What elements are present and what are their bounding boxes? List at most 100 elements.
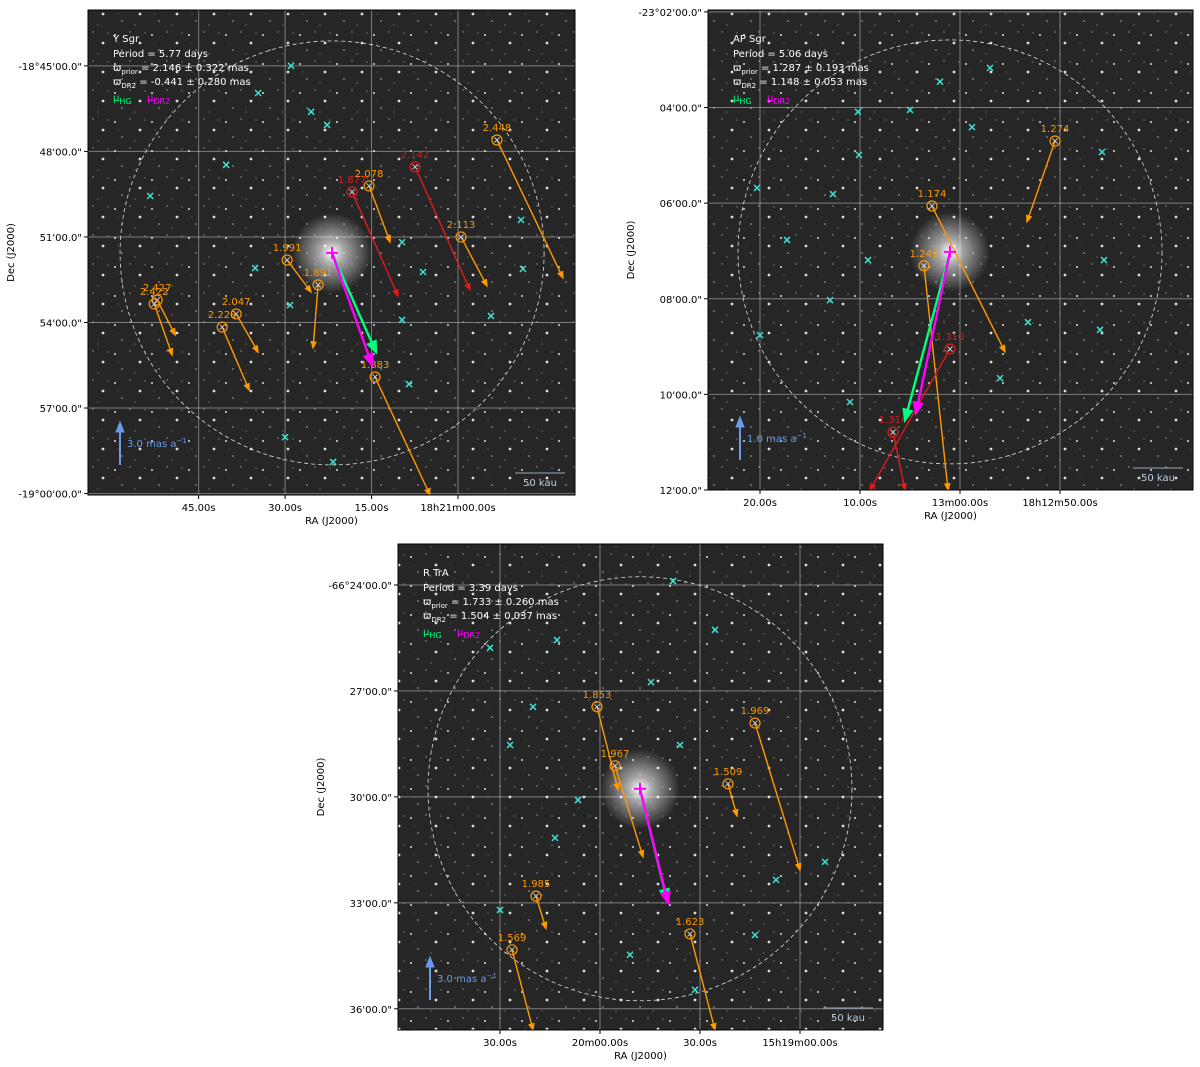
parallax-text: ϖDR2 = -0.441 ± 0.280 mas	[113, 77, 251, 90]
star-circle	[926, 200, 938, 212]
proper-motion-arrow	[221, 326, 250, 392]
proper-motion-arrow	[286, 259, 313, 294]
field-star	[996, 374, 1004, 382]
companion-star	[944, 343, 956, 355]
cross	[947, 346, 953, 352]
x-tick-label: 13m00.00s	[932, 498, 988, 509]
parallax-label: 1.891	[304, 268, 333, 279]
cross	[405, 380, 413, 388]
value: = 1.733 ± 0.260 mas	[448, 597, 559, 608]
y-tick-label: 08'00.0"	[660, 295, 702, 306]
field-star	[398, 238, 406, 246]
field-star	[281, 433, 289, 441]
cross	[496, 906, 504, 914]
cross	[1100, 256, 1108, 264]
target-motion-arrow	[330, 252, 378, 355]
cross	[219, 324, 226, 330]
subscript: DR2	[431, 616, 446, 624]
field-star	[419, 268, 427, 276]
cross	[711, 626, 719, 634]
proper-motion-arrow	[460, 236, 488, 288]
scale-text: 3.0 mas a	[127, 439, 176, 450]
cross	[458, 234, 464, 240]
cross	[756, 331, 764, 339]
parallax-text: ϖDR2 = 1.148 ± 0.053 mas	[733, 77, 867, 90]
proper-motion-arrow	[351, 191, 399, 298]
cross	[398, 238, 406, 246]
x-tick-label: 15h19m00.00s	[762, 1038, 837, 1049]
y-tick-label: 57'00.0"	[40, 404, 82, 415]
parallax-label: 2.448	[483, 123, 512, 134]
cross	[751, 931, 759, 939]
star-circle	[530, 890, 542, 902]
proper-motion-arrow	[156, 299, 176, 337]
frame	[707, 9, 1194, 491]
cross	[287, 62, 295, 70]
companion-star	[684, 928, 696, 940]
cross	[517, 216, 525, 224]
cross	[890, 429, 896, 436]
symbol: ϖ	[423, 611, 432, 622]
field-star	[254, 89, 262, 97]
parallax-text: ϖDR2 = 1.504 ± 0.037 mas	[423, 611, 557, 624]
cross	[864, 256, 872, 264]
cross	[669, 577, 677, 585]
plus	[634, 782, 646, 795]
cross	[1024, 318, 1032, 326]
y-tick-label: -66°24'00.0"	[328, 581, 392, 592]
companion-star	[281, 254, 293, 266]
proper-motion-arrow	[614, 765, 645, 859]
star-circle	[216, 321, 228, 333]
cross	[829, 190, 837, 198]
target-motion-arrow	[330, 252, 374, 368]
scale-bar-label: 50 kau	[831, 1013, 865, 1024]
field-star	[753, 184, 761, 192]
cross	[307, 108, 315, 116]
target-motion-arrow	[912, 251, 952, 416]
parallax-label: 2.047	[222, 297, 251, 308]
star-circle	[230, 308, 242, 320]
star-circle	[455, 231, 467, 243]
field-star	[519, 265, 527, 273]
proper-motion-arrow	[754, 722, 802, 872]
field-star	[487, 312, 495, 320]
frame	[397, 543, 884, 1031]
field-star	[146, 192, 154, 200]
cross	[529, 703, 537, 711]
field-star	[756, 331, 764, 339]
superscript: −1	[486, 972, 496, 980]
parallax-label: 1.569	[498, 933, 527, 944]
x-tick-label: 15.00s	[355, 503, 389, 514]
cross	[506, 741, 514, 749]
panel-title: R TrA	[423, 568, 449, 579]
companion-star	[369, 371, 381, 383]
companion-star	[749, 717, 761, 729]
cross	[691, 986, 699, 994]
value: = 2.146 ± 0.322 mas	[138, 63, 249, 74]
star-circle	[887, 426, 899, 438]
symbol: μ	[113, 93, 120, 104]
parallax-label: 1.314	[879, 415, 908, 426]
x-tick-label: 20.00s	[743, 498, 777, 509]
x-tick-label: 20m00.00s	[572, 1038, 628, 1049]
target-star	[944, 245, 956, 258]
subscript: prior	[741, 68, 758, 76]
cross	[412, 163, 418, 170]
y-tick-label: 51'00.0"	[40, 233, 82, 244]
y-tick-label: 27'00.0"	[350, 687, 392, 698]
cross	[146, 192, 154, 200]
cross	[1096, 326, 1104, 334]
field-star	[551, 834, 559, 842]
y-tick-label: 54'00.0"	[40, 318, 82, 329]
field-star	[854, 108, 862, 116]
legend-entry: μDR2	[767, 93, 790, 106]
search-radius	[737, 39, 1163, 465]
y-axis-label: Dec (J2000)	[626, 221, 637, 280]
parallax-label: 1.623	[676, 917, 705, 928]
scale-label: 3.0 mas a−1	[127, 437, 187, 450]
symbol: ϖ	[423, 597, 432, 608]
y-tick-label: 06'00.0"	[660, 199, 702, 210]
companion-star	[530, 890, 542, 902]
x-tick-label: 10.00s	[843, 498, 877, 509]
